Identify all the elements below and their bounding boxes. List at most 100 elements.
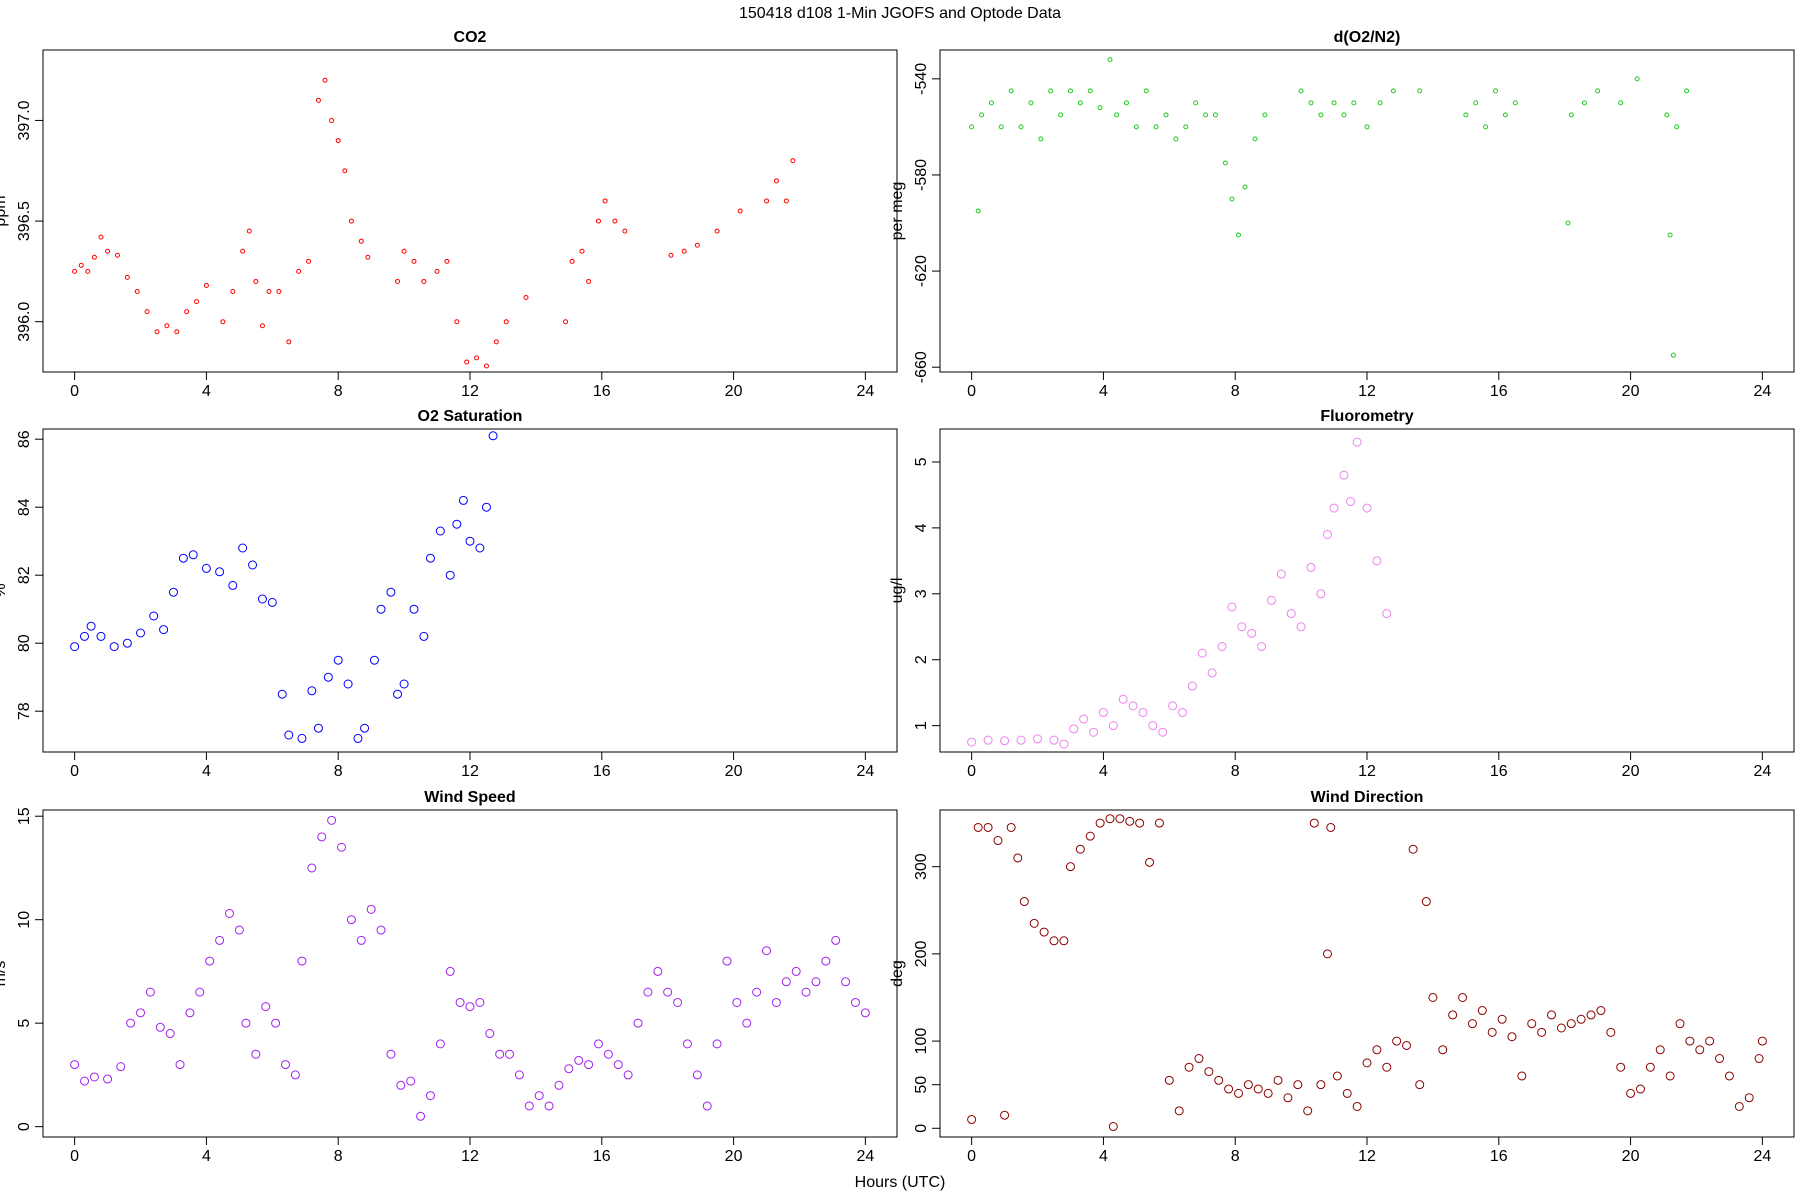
point — [257, 594, 267, 604]
point — [248, 560, 258, 570]
point — [975, 208, 981, 214]
point — [593, 1039, 603, 1049]
point — [1194, 1054, 1204, 1064]
point — [458, 495, 468, 505]
x-tick-label: 4 — [1099, 1148, 1108, 1165]
point — [702, 1101, 712, 1111]
point — [1665, 1071, 1675, 1081]
point — [122, 638, 132, 648]
point — [1145, 857, 1155, 867]
point — [406, 1076, 416, 1086]
point — [1098, 707, 1108, 717]
point — [1224, 1084, 1234, 1094]
point — [1173, 136, 1179, 142]
point — [411, 258, 417, 264]
x-tick-label: 20 — [725, 763, 743, 780]
y-tick-label: -580 — [913, 159, 930, 191]
point — [1303, 1106, 1313, 1116]
point — [1183, 124, 1189, 130]
point — [144, 309, 150, 315]
x-tick-label: 8 — [1231, 383, 1240, 400]
point — [116, 1062, 126, 1072]
point — [1193, 100, 1199, 106]
point — [1118, 694, 1128, 704]
point — [1038, 136, 1044, 142]
point — [1217, 642, 1227, 652]
y-axis-label: % — [0, 583, 9, 597]
point — [72, 268, 78, 274]
point — [271, 1018, 281, 1028]
point — [1019, 897, 1029, 907]
point — [1128, 701, 1138, 711]
point — [1028, 100, 1034, 106]
point — [327, 815, 337, 825]
point — [722, 956, 732, 966]
point — [1079, 714, 1089, 724]
point — [1724, 1071, 1734, 1081]
point — [1497, 1014, 1507, 1024]
point — [1069, 724, 1079, 734]
x-tick-label: 16 — [1490, 763, 1508, 780]
point — [1568, 112, 1574, 118]
point — [376, 925, 386, 935]
x-tick-label: 12 — [1358, 1148, 1376, 1165]
point — [1006, 822, 1016, 832]
point — [1372, 1045, 1382, 1055]
point — [317, 832, 327, 842]
y-tick-label: 0 — [16, 1122, 33, 1131]
point — [435, 1039, 445, 1049]
point — [821, 956, 831, 966]
point — [253, 278, 259, 284]
point — [286, 339, 292, 345]
y-tick-label: 396.0 — [16, 302, 33, 342]
point — [1675, 1019, 1685, 1029]
point — [1016, 735, 1026, 745]
point — [1502, 112, 1508, 118]
point — [1352, 437, 1362, 447]
y-tick-label: 397.0 — [16, 100, 33, 140]
point — [1757, 1036, 1767, 1046]
point — [783, 198, 789, 204]
point — [1339, 470, 1349, 480]
point — [194, 299, 200, 305]
point — [1204, 1067, 1214, 1077]
point — [1049, 735, 1059, 745]
point — [78, 262, 84, 268]
y-tick-label: 1 — [913, 721, 930, 730]
point — [184, 309, 190, 315]
x-tick-label: 8 — [334, 1148, 343, 1165]
point — [103, 1074, 113, 1084]
point — [1477, 1006, 1487, 1016]
point — [584, 1060, 594, 1070]
point — [1618, 100, 1624, 106]
point — [165, 1029, 175, 1039]
point — [353, 733, 363, 743]
point — [322, 77, 328, 83]
x-tick-label: 0 — [967, 383, 976, 400]
point — [445, 570, 455, 580]
point — [296, 268, 302, 274]
point — [259, 323, 265, 329]
point — [1089, 727, 1099, 737]
x-tick-label: 8 — [1231, 763, 1240, 780]
point — [1415, 1080, 1425, 1090]
point — [1645, 1062, 1655, 1072]
panel-title: Fluorometry — [1320, 408, 1413, 425]
point — [595, 218, 601, 224]
point — [563, 319, 569, 325]
point — [967, 1115, 977, 1125]
point — [1087, 88, 1093, 94]
y-tick-label: -540 — [913, 63, 930, 95]
y-axis-label: ppm — [0, 195, 9, 226]
point — [742, 1018, 752, 1028]
point — [454, 319, 460, 325]
point — [136, 628, 146, 638]
point — [1168, 701, 1178, 711]
point — [564, 1064, 574, 1074]
point — [1123, 100, 1129, 106]
point — [290, 1070, 300, 1080]
point — [1108, 721, 1118, 731]
point — [70, 1060, 80, 1070]
panel-title: d(O2/N2) — [1334, 29, 1401, 46]
